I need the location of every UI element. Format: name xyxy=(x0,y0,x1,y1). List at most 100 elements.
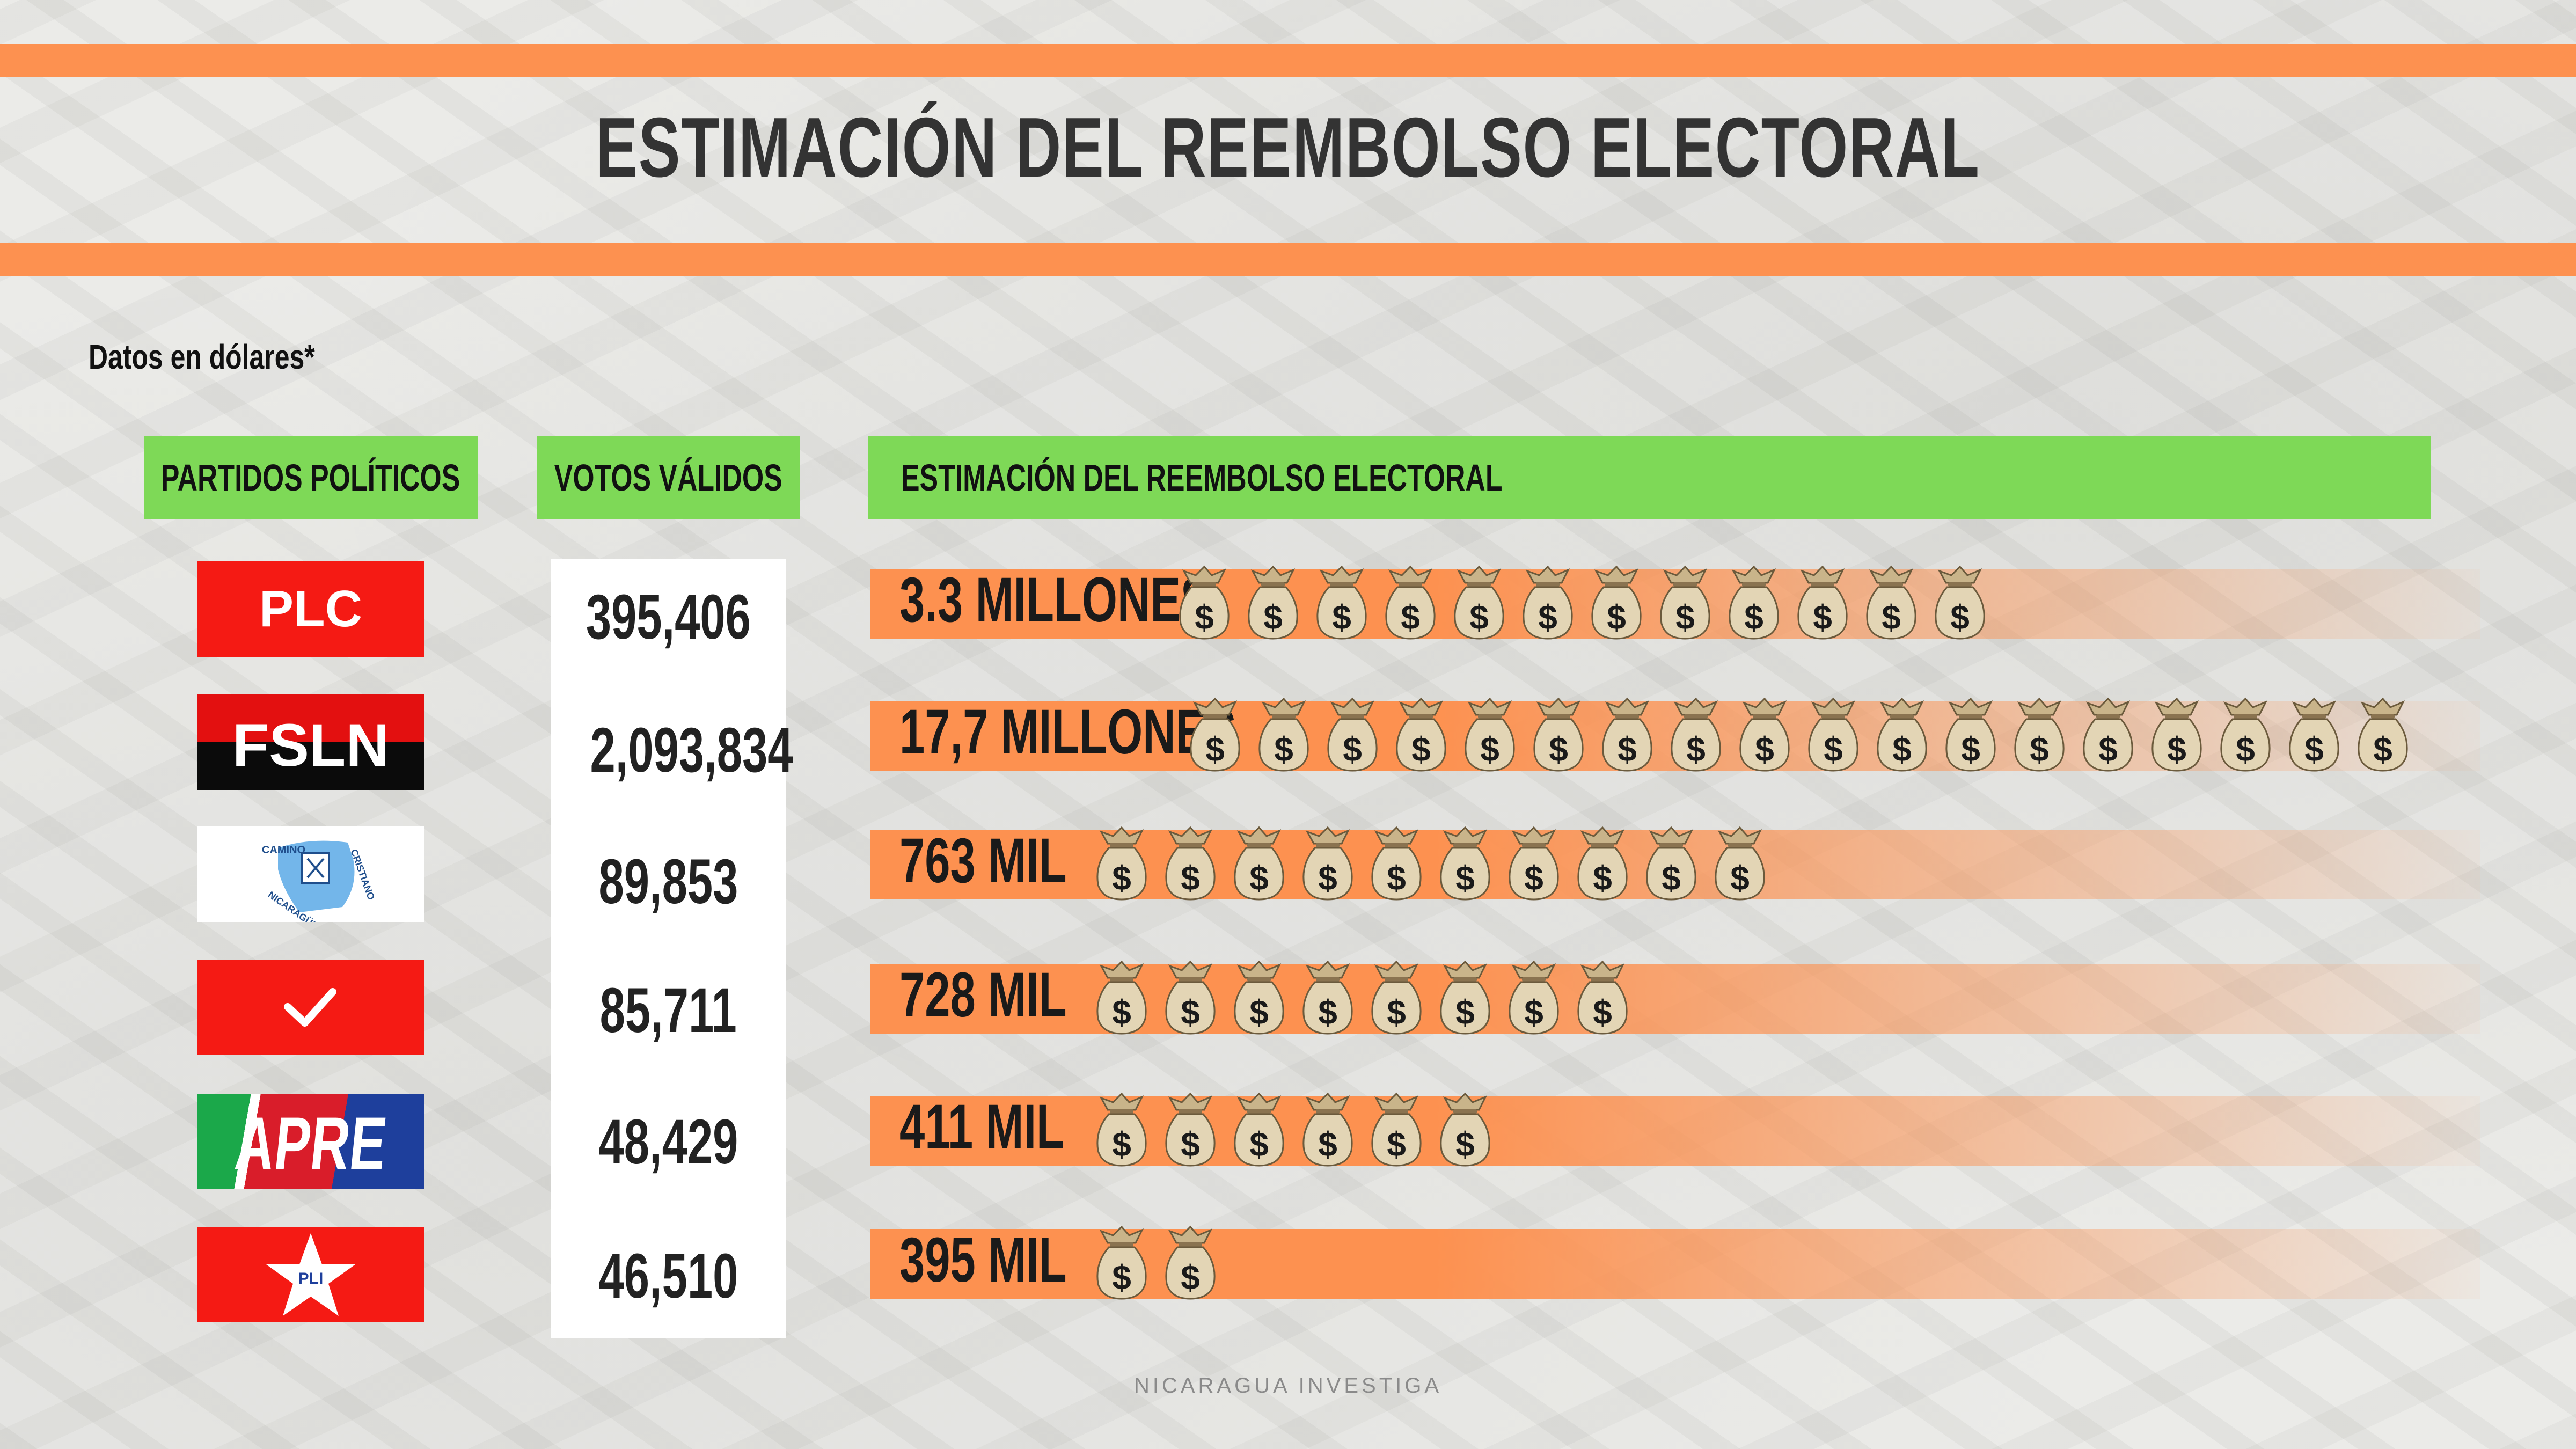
money-bag-icon: $ xyxy=(1185,692,1245,773)
money-bag-icon: $ xyxy=(1435,821,1495,902)
votes-plc: 395,406 xyxy=(586,582,751,653)
reimbursement-amount: 763 MIL xyxy=(899,825,1067,896)
money-bag-icon: $ xyxy=(1160,1087,1220,1168)
svg-text:$: $ xyxy=(1112,859,1131,897)
money-bag-icon: $ xyxy=(2147,692,2207,773)
cxn-top-text: CAMINO xyxy=(262,844,305,856)
camino-cristiano-logo: CAMINO CRISTIANO NICARAGÜENSE xyxy=(197,826,424,922)
money-bag-icon: $ xyxy=(1872,692,1932,773)
fsln-logo: FSLN xyxy=(197,694,424,790)
plc-logo-text: PLC xyxy=(259,580,362,638)
money-bag-icon: $ xyxy=(1298,821,1358,902)
money-bag-icon: $ xyxy=(1092,1087,1152,1168)
svg-text:$: $ xyxy=(1249,993,1269,1031)
money-bag-icon: $ xyxy=(2009,692,2069,773)
votes-value: 89,853 xyxy=(551,845,786,918)
money-bag-icon: $ xyxy=(1391,692,1451,773)
pli-logo-text: PLI xyxy=(298,1270,324,1287)
money-bag-icon: $ xyxy=(1092,821,1152,902)
money-bag-icon: $ xyxy=(1724,560,1784,641)
svg-text:$: $ xyxy=(1181,993,1200,1031)
money-bag-icon: $ xyxy=(1322,692,1382,773)
money-bag-icon: $ xyxy=(2078,692,2138,773)
svg-text:$: $ xyxy=(1813,598,1832,636)
camino-cristiano-emblem: CAMINO CRISTIANO NICARAGÜENSE xyxy=(262,840,377,922)
bottom-orange-band xyxy=(0,243,2576,276)
svg-text:$: $ xyxy=(1892,730,1912,769)
money-bag-icon: $ xyxy=(1803,692,1863,773)
svg-text:$: $ xyxy=(1387,993,1406,1031)
money-bag-icon: $ xyxy=(1504,821,1564,902)
apre-logo-label: APRE xyxy=(231,1101,391,1185)
svg-text:$: $ xyxy=(1181,1125,1200,1163)
svg-text:$: $ xyxy=(1824,730,1843,769)
money-bag-icon: $ xyxy=(1312,560,1372,641)
votes-apre: 48,429 xyxy=(598,1107,738,1177)
money-bag-icon: $ xyxy=(1572,955,1633,1036)
svg-text:$: $ xyxy=(1607,598,1626,636)
check-party-logo xyxy=(197,960,424,1055)
votes-pli: 46,510 xyxy=(598,1241,738,1312)
votes-value: 46,510 xyxy=(551,1240,786,1313)
money-bag-icon: $ xyxy=(1174,560,1234,641)
money-bag-icon: $ xyxy=(1243,560,1303,641)
money-bag-icon: $ xyxy=(1460,692,1520,773)
money-bag-icon: $ xyxy=(1586,560,1646,641)
svg-text:$: $ xyxy=(1675,598,1695,636)
page-title-text: ESTIMACIÓN DEL REEMBOLSO ELECTORAL xyxy=(596,100,1980,195)
votes-cxn: 89,853 xyxy=(598,846,738,917)
money-bag-icon: $ xyxy=(1092,1220,1152,1301)
svg-text:$: $ xyxy=(1455,993,1475,1031)
units-note-text: Datos en dólares* xyxy=(89,338,315,376)
money-bag-icon: $ xyxy=(1449,560,1509,641)
money-bag-icon: $ xyxy=(2215,692,2275,773)
svg-text:$: $ xyxy=(1112,993,1131,1031)
svg-text:$: $ xyxy=(1950,598,1970,636)
svg-text:$: $ xyxy=(1480,730,1499,769)
header-votes-label: VOTOS VÁLIDOS xyxy=(554,456,782,499)
reimbursement-amount: 3.3 MILLONES xyxy=(899,565,1211,635)
pli-logo: PLI xyxy=(197,1227,424,1322)
svg-text:$: $ xyxy=(1593,993,1612,1031)
votes-value: 48,429 xyxy=(551,1106,786,1179)
svg-text:$: $ xyxy=(1411,730,1431,769)
money-bag-icon: $ xyxy=(1861,560,1921,641)
svg-text:$: $ xyxy=(2373,730,2392,769)
money-bag-icon: $ xyxy=(1160,955,1220,1036)
header-votes: VOTOS VÁLIDOS xyxy=(537,436,800,519)
svg-text:$: $ xyxy=(1455,1125,1475,1163)
svg-text:$: $ xyxy=(1524,993,1543,1031)
money-bag-icon: $ xyxy=(1254,692,1314,773)
votes-fsln: 2,093,834 xyxy=(590,715,793,786)
money-bag-icon: $ xyxy=(2284,692,2344,773)
svg-text:$: $ xyxy=(1112,1258,1131,1297)
votes-value: 2,093,834 xyxy=(551,714,793,787)
svg-text:$: $ xyxy=(1318,993,1337,1031)
plc-logo: PLC xyxy=(197,561,424,657)
money-bag-icon: $ xyxy=(1941,692,2001,773)
svg-text:$: $ xyxy=(1662,859,1681,897)
money-bag-icon: $ xyxy=(1930,560,1990,641)
svg-text:$: $ xyxy=(1469,598,1489,636)
votes-value: 85,711 xyxy=(551,974,786,1047)
money-bag-icon: $ xyxy=(1518,560,1578,641)
votes-value: 395,406 xyxy=(551,581,786,654)
svg-text:$: $ xyxy=(1343,730,1362,769)
svg-text:$: $ xyxy=(1524,859,1543,897)
svg-text:$: $ xyxy=(1401,598,1420,636)
svg-text:$: $ xyxy=(1618,730,1637,769)
footer-credit: NICARAGUA INVESTIGA xyxy=(1133,1374,1443,1397)
money-bag-icon: $ xyxy=(2353,692,2413,773)
money-bag-icon: $ xyxy=(1380,560,1440,641)
votes-panel xyxy=(551,559,786,1338)
money-bag-icon: $ xyxy=(1298,955,1358,1036)
svg-text:$: $ xyxy=(1263,598,1283,636)
svg-text:$: $ xyxy=(1744,598,1763,636)
svg-text:$: $ xyxy=(1318,859,1337,897)
svg-text:$: $ xyxy=(1549,730,1568,769)
svg-text:$: $ xyxy=(1181,859,1200,897)
reimbursement-amount: 395 MIL xyxy=(899,1225,1067,1296)
votes-check-party: 85,711 xyxy=(599,975,737,1046)
money-bag-icon: $ xyxy=(1435,955,1495,1036)
money-bag-icon: $ xyxy=(1366,955,1426,1036)
